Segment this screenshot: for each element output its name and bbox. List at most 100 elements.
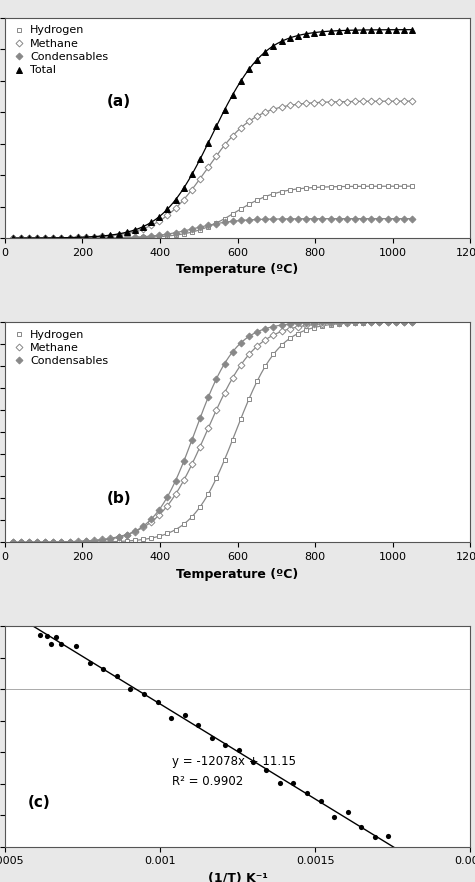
Condensables bbox=[352, 317, 358, 327]
Total bbox=[205, 138, 211, 148]
Total bbox=[197, 154, 203, 165]
Methane bbox=[385, 317, 390, 327]
Condensables bbox=[18, 233, 24, 243]
Methane bbox=[26, 233, 32, 243]
Condensables bbox=[230, 216, 236, 227]
Point bbox=[262, 763, 270, 777]
Hydrogen bbox=[312, 183, 317, 193]
Hydrogen bbox=[10, 537, 15, 548]
Methane bbox=[164, 210, 170, 220]
Point bbox=[99, 662, 107, 676]
Hydrogen bbox=[214, 473, 219, 483]
Condensables bbox=[312, 213, 317, 224]
Total bbox=[99, 231, 105, 242]
Hydrogen bbox=[262, 191, 268, 202]
Hydrogen bbox=[156, 231, 162, 242]
Total bbox=[164, 204, 170, 214]
Methane bbox=[271, 330, 276, 340]
Point bbox=[86, 655, 94, 669]
Methane bbox=[328, 318, 333, 328]
Hydrogen bbox=[377, 181, 382, 191]
Methane bbox=[107, 230, 113, 241]
Hydrogen bbox=[58, 537, 64, 548]
Hydrogen bbox=[369, 317, 374, 327]
Condensables bbox=[10, 537, 15, 548]
Hydrogen bbox=[107, 233, 113, 243]
Hydrogen bbox=[344, 181, 350, 191]
Point bbox=[48, 638, 55, 652]
Condensables bbox=[124, 232, 130, 243]
Hydrogen bbox=[83, 537, 89, 548]
Methane bbox=[344, 96, 350, 107]
Hydrogen bbox=[66, 537, 73, 548]
Point bbox=[52, 630, 60, 644]
Text: (c): (c) bbox=[28, 795, 51, 810]
Methane bbox=[189, 459, 195, 469]
Line: Hydrogen: Hydrogen bbox=[10, 183, 415, 241]
Methane bbox=[75, 536, 81, 547]
Hydrogen bbox=[132, 535, 138, 546]
Condensables bbox=[205, 392, 211, 402]
Condensables bbox=[320, 317, 325, 327]
Methane bbox=[262, 334, 268, 345]
Hydrogen bbox=[328, 182, 333, 192]
Hydrogen bbox=[369, 181, 374, 191]
X-axis label: Temperature (ºC): Temperature (ºC) bbox=[176, 264, 299, 276]
Hydrogen bbox=[360, 181, 366, 191]
Methane bbox=[303, 98, 309, 108]
Hydrogen bbox=[214, 218, 219, 228]
Methane bbox=[148, 517, 154, 527]
Condensables bbox=[116, 532, 122, 542]
Condensables bbox=[393, 213, 399, 224]
Methane bbox=[148, 220, 154, 231]
Total bbox=[50, 233, 56, 243]
Line: Hydrogen: Hydrogen bbox=[10, 319, 415, 545]
Text: R² = 0.9902: R² = 0.9902 bbox=[172, 775, 244, 788]
Condensables bbox=[246, 214, 252, 225]
Condensables bbox=[312, 318, 317, 328]
Hydrogen bbox=[222, 213, 228, 224]
Methane bbox=[336, 96, 342, 107]
Total bbox=[295, 30, 301, 41]
Condensables bbox=[401, 317, 407, 327]
Hydrogen bbox=[156, 531, 162, 542]
Hydrogen bbox=[409, 181, 415, 191]
Methane bbox=[124, 228, 130, 238]
Methane bbox=[287, 324, 293, 334]
Methane bbox=[360, 317, 366, 327]
Methane bbox=[18, 537, 24, 548]
Methane bbox=[238, 123, 244, 133]
Hydrogen bbox=[254, 195, 260, 206]
Condensables bbox=[271, 213, 276, 224]
Methane bbox=[189, 184, 195, 195]
Total bbox=[181, 183, 187, 193]
Total bbox=[34, 233, 40, 243]
Hydrogen bbox=[271, 349, 276, 360]
Point bbox=[127, 682, 134, 696]
Methane bbox=[214, 151, 219, 161]
Text: (a): (a) bbox=[107, 93, 131, 108]
Point bbox=[371, 830, 379, 844]
Total bbox=[18, 233, 24, 243]
Condensables bbox=[107, 233, 113, 243]
Methane bbox=[205, 423, 211, 434]
Point bbox=[57, 637, 65, 651]
Point bbox=[72, 639, 80, 653]
Point bbox=[113, 669, 121, 683]
Condensables bbox=[66, 536, 73, 547]
Line: Condensables: Condensables bbox=[10, 216, 415, 241]
Total bbox=[352, 25, 358, 35]
Total bbox=[320, 26, 325, 37]
Point bbox=[330, 810, 338, 824]
Hydrogen bbox=[409, 317, 415, 327]
Line: Methane: Methane bbox=[10, 319, 415, 545]
Hydrogen bbox=[181, 519, 187, 529]
Condensables bbox=[385, 213, 390, 224]
Condensables bbox=[116, 232, 122, 243]
Hydrogen bbox=[238, 414, 244, 424]
Condensables bbox=[91, 233, 97, 243]
Methane bbox=[279, 101, 285, 112]
Hydrogen bbox=[58, 233, 64, 243]
Methane bbox=[18, 233, 24, 243]
Methane bbox=[181, 194, 187, 205]
